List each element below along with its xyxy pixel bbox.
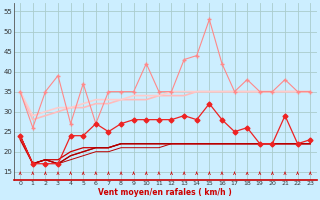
X-axis label: Vent moyen/en rafales ( km/h ): Vent moyen/en rafales ( km/h ) <box>98 188 232 197</box>
